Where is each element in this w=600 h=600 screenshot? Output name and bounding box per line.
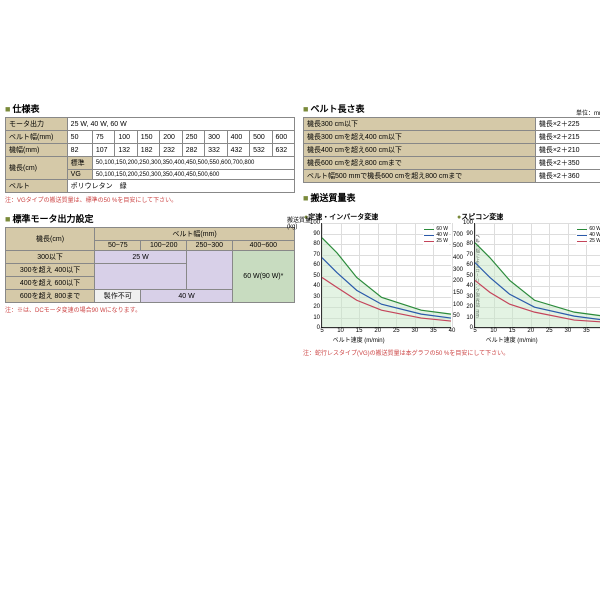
chart1-area: 0102030405060708090100510152025303540501… — [321, 223, 451, 328]
chart1-title: 定速・インバータ変速 — [303, 211, 451, 223]
beltlen-unit: 単位：mm — [576, 108, 600, 117]
beltlen-title: ベルト長さ表 — [303, 100, 364, 117]
mass-note: 注：蛇行レスタイプ(VG)の搬送質量は本グラフの50 %を目安にして下さい。 — [303, 348, 600, 357]
motor-note: 注：※は、DCモータ変速の場合90 Wになります。 — [5, 305, 295, 314]
spec-table: モータ出力25 W, 40 W, 60 W ベルト幅(mm)5075100150… — [5, 117, 295, 193]
spec-title: 仕様表 — [5, 100, 295, 117]
chart2-area: 0102030405060708090100510152025303540501… — [474, 223, 600, 328]
motor-table: 機長(cm)ベルト幅(mm) 50~75100~200250~300400~60… — [5, 227, 295, 303]
chart2-title: スピコン変速 — [456, 211, 600, 223]
mass-title: 搬送質量表 — [303, 189, 600, 206]
spec-note: 注：VGタイプの搬送質量は、標準の50 %を目安にして下さい。 — [5, 195, 295, 204]
beltlen-table: 機長300 cm以下機長×2＋225機長300 cmを超え400 cm以下機長×… — [303, 117, 600, 183]
motor-title: 標準モータ出力設定 — [5, 210, 295, 227]
